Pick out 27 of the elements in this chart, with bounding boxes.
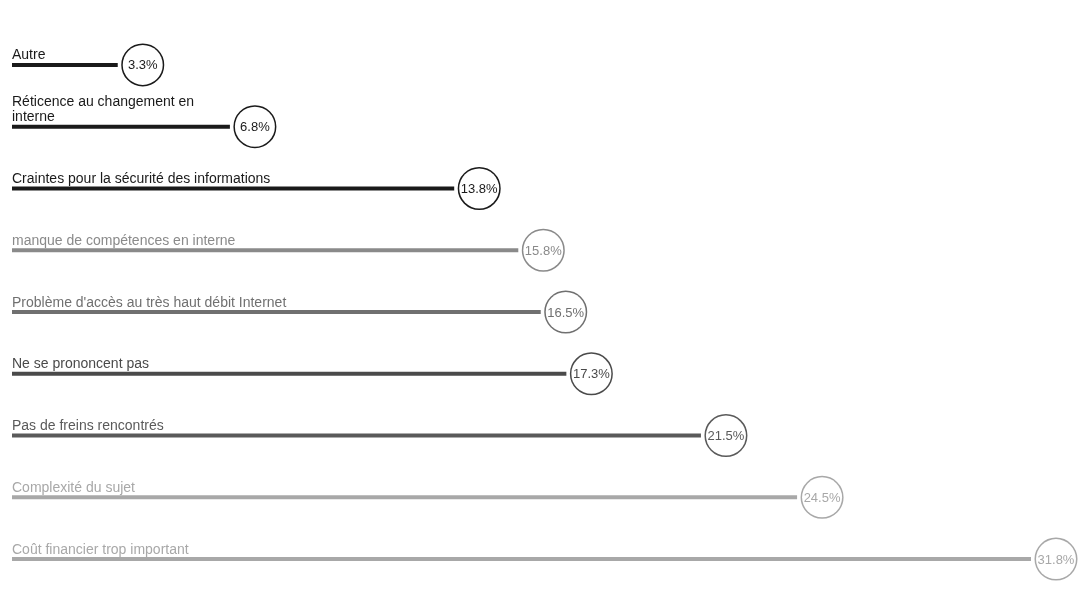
bar bbox=[12, 310, 541, 314]
data-label: 21.5% bbox=[707, 428, 745, 444]
data-label: 24.5% bbox=[803, 489, 841, 505]
bar bbox=[12, 495, 798, 500]
data-label: 3.3% bbox=[127, 57, 158, 73]
data-label: 16.5% bbox=[547, 304, 585, 320]
data-label: 31.8% bbox=[1037, 551, 1075, 567]
y-tick-label: Craintes pour la sécurité des informations bbox=[12, 169, 271, 186]
y-tick-label: manque de compétences en interne bbox=[12, 231, 236, 248]
bar bbox=[12, 557, 1031, 562]
y-tick-label: Complexité du sujet bbox=[12, 478, 136, 495]
bar bbox=[12, 62, 118, 67]
data-label: 15.8% bbox=[524, 242, 563, 258]
y-tick-label: Ne se prononcent pas bbox=[12, 355, 149, 372]
y-tick-label: Autre bbox=[12, 46, 46, 63]
data-label: 13.8% bbox=[460, 180, 499, 196]
bar bbox=[12, 433, 701, 438]
bar bbox=[12, 186, 455, 191]
y-tick-label: Réticence au changement en interne bbox=[12, 93, 195, 125]
bar bbox=[12, 371, 567, 376]
data-label: 17.3% bbox=[572, 366, 611, 382]
bar bbox=[12, 248, 519, 253]
data-label: 6.8% bbox=[240, 119, 271, 135]
bar bbox=[12, 124, 230, 129]
y-tick-label: Pas de freins rencontrés bbox=[12, 417, 164, 434]
y-tick-label: Problème d'accès au très haut débit Internet bbox=[12, 293, 287, 310]
y-tick-label: Coût financier trop important bbox=[12, 540, 189, 557]
